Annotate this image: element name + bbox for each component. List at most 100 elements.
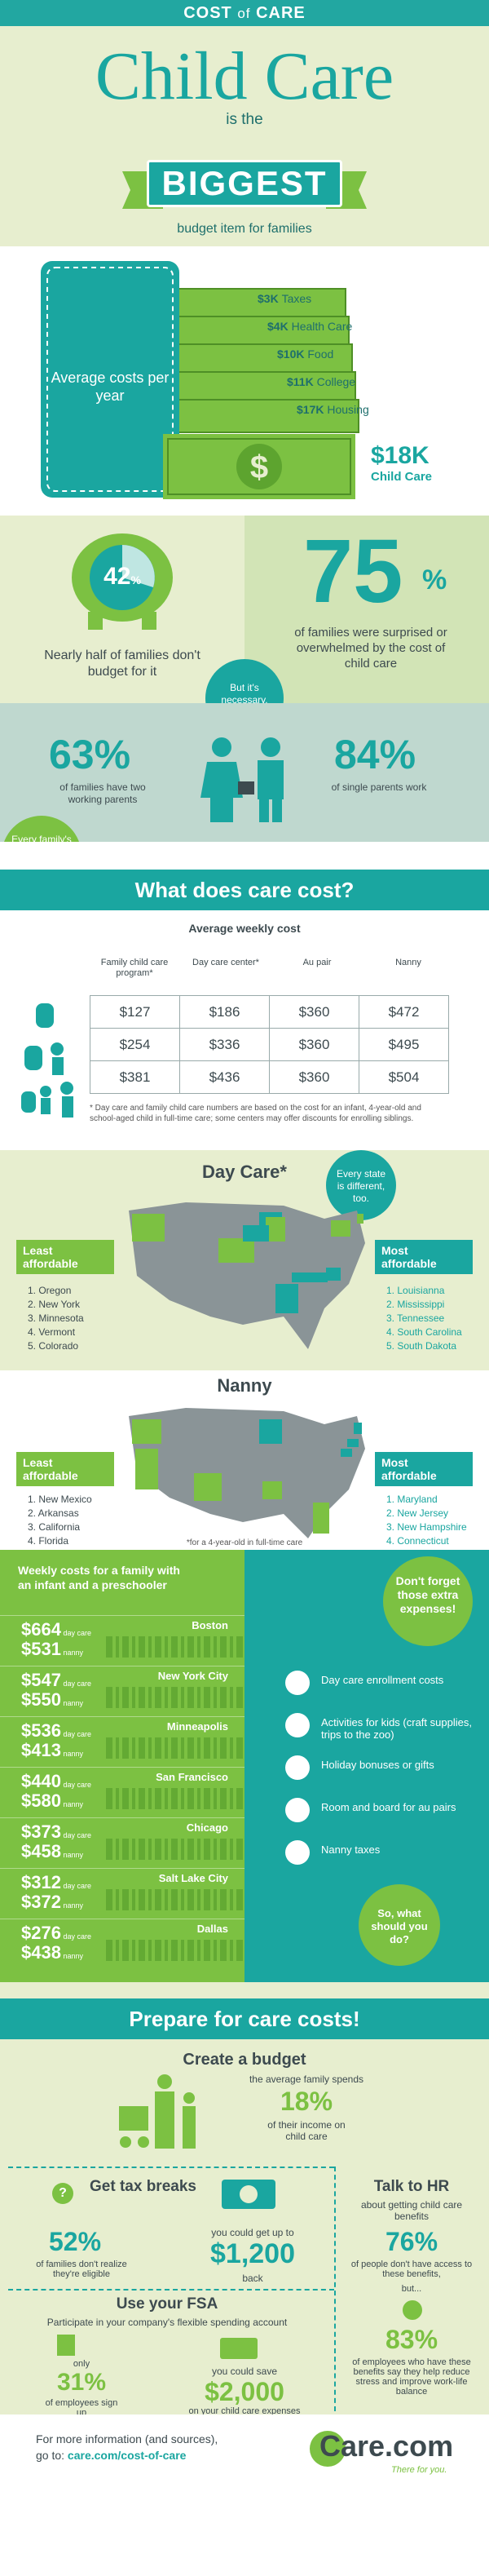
city-nanny: $458 nanny [21,1841,83,1862]
needs-bubble: Every family's needs are different. [2,816,82,842]
pct42-sign: % [130,573,141,586]
city-daycare-label: day care [60,1629,91,1637]
city-name: New York City [157,1670,228,1682]
wallet-item: $10K Food [277,347,333,361]
city-row: $547 day care $550 nanny New York City [0,1666,244,1710]
fsa-amount: $2,000 [205,2377,284,2406]
city-name: Boston [192,1619,228,1631]
cost-table: $127 $186 $360 $472 $254 $336 $360 $495 $381 $436… [90,995,449,1094]
fsa-save-b: on your child care expenses [188,2406,301,2414]
children-icons [21,1003,73,1118]
expense-icon [285,1840,310,1865]
daycare-least-item: 3. Minnesota [28,1312,84,1324]
meditate-icon [403,2300,422,2320]
title-is-the: is the [226,111,263,128]
daycare-most-item: 5. South Dakota [386,1340,457,1352]
city-daycare-label: day care [60,1932,91,1941]
city-daycare: $440 day care [21,1771,91,1792]
city-nanny-label: nanny [60,1699,83,1707]
nanny-most-title: Most affordable [375,1452,473,1486]
main-title: Child Care [95,38,394,114]
title-section: Child Care is the BIGGEST budget item fo… [0,26,489,246]
expense-text: Activities for kids (craft supplies, tri… [321,1716,472,1741]
city-daycare-value: $276 [21,1923,61,1943]
pct42-value: 42% [96,563,148,591]
city-nanny-label: nanny [60,1649,83,1657]
daycare-least-item: 4. Vermont [28,1326,76,1338]
cost-footnote: * Day care and family child care numbers… [90,1104,421,1123]
daycare-map-title: Day Care* [202,1162,287,1182]
stats-section-2: 63% of families have two working parents… [0,703,489,842]
nanny-least-title: Least affordable [16,1452,114,1486]
city-name: Salt Lake City [158,1872,228,1884]
city-daycare-value: $373 [21,1821,61,1842]
calculator-icon [57,2335,75,2356]
expense-text: Room and board for au pairs [321,1801,456,1813]
prepare-section: Prepare for care costs! Create a budget … [0,1982,489,2414]
cost-row: $381 $436 $360 $504 [90,1060,449,1094]
care-logo: Care.com [319,2429,454,2463]
cost-cell: $127 [90,995,180,1029]
city-nanny: $413 nanny [21,1740,83,1761]
nanny-footnote: *for a 4-year-old in full-time care [186,1538,303,1547]
city-skyline [106,1737,244,1759]
city-row: $312 day care $372 nanny Salt Lake City [0,1868,244,1913]
city-name: Minneapolis [166,1720,228,1733]
top-amount: $18K [371,442,430,469]
wallet-item: $3K Taxes [258,292,311,305]
daycare-least-item: 2. New York [28,1299,81,1310]
wallet-item-name: Food [307,347,334,361]
city-skyline [106,1889,244,1910]
city-nanny-label: nanny [60,1901,83,1910]
question-icon: ? [52,2183,73,2204]
city-daycare: $547 day care [21,1670,91,1691]
left-divider [8,2167,334,2411]
cost-column-header: Nanny [395,958,421,967]
daycare-least-title: Least affordable [16,1240,114,1274]
cost-cell: $336 [179,1028,270,1061]
top-name: Child Care [371,470,433,484]
daycare-most-item: 2. Mississippi [386,1299,445,1310]
budget-text-b: of their income on child care [267,2119,346,2142]
city-nanny-value: $438 [21,1942,61,1963]
hr-pct2-text: of employees who have these benefits say… [352,2357,471,2397]
fsa-save-a: you could save [211,2366,278,2377]
care-tagline: There for you. [391,2465,447,2475]
city-row: $276 day care $438 nanny Dallas [0,1919,244,1963]
wallet-section: $ Average costs per year $3K Taxes $4K He… [0,246,489,516]
cash-icon [220,2338,258,2359]
city-nanny: $372 nanny [21,1892,83,1913]
tax-back-b: back [242,2273,263,2284]
cost-column-header: Family child care program* [100,958,169,978]
cost-row: $127 $186 $360 $472 [90,995,449,1029]
pct42-number: 42 [104,563,131,590]
weekly-heading: Weekly costs for a family with an infant… [18,1564,180,1591]
city-row: $440 day care $580 nanny San Francisco [0,1767,244,1811]
city-nanny-label: nanny [60,1750,83,1758]
nanny-most-item: 2. New Jersey [386,1507,449,1519]
city-daycare-label: day care [60,1680,91,1688]
family-icon [119,2074,196,2149]
nanny-least-item: 4. Florida [28,1535,69,1547]
hr-pct1-text: of people don't have access to these ben… [350,2260,473,2279]
city-skyline [106,1636,244,1658]
expense-text: Nanny taxes [321,1843,381,1856]
city-daycare-label: day care [60,1882,91,1890]
city-nanny: $531 nanny [21,1639,83,1660]
budget-title: Create a budget [183,2051,306,2069]
city-nanny-value: $580 [21,1790,61,1811]
wallet-illustration: $ [41,261,359,499]
footer-link[interactable]: care.com/cost-of-care [67,2449,187,2462]
daycare-most-item: 4. South Carolina [386,1326,462,1338]
nanny-least-item: 3. California [28,1521,81,1533]
city-daycare: $312 day care [21,1872,91,1893]
city-daycare-value: $547 [21,1670,61,1690]
wallet-item-name: Health Care [291,320,353,333]
extra-expenses-bubble: Don't forget those extra expenses! [383,1556,473,1646]
city-nanny-label: nanny [60,1800,83,1808]
tax-amount: $1,200 [210,2238,295,2269]
city-daycare-value: $440 [21,1771,61,1791]
money-icon [222,2180,275,2209]
daycare-least-item: 1. Oregon [28,1285,72,1296]
daycare-least-list: 1. Oregon 2. New York 3. Minnesota 4. Vermo… [28,1284,84,1353]
